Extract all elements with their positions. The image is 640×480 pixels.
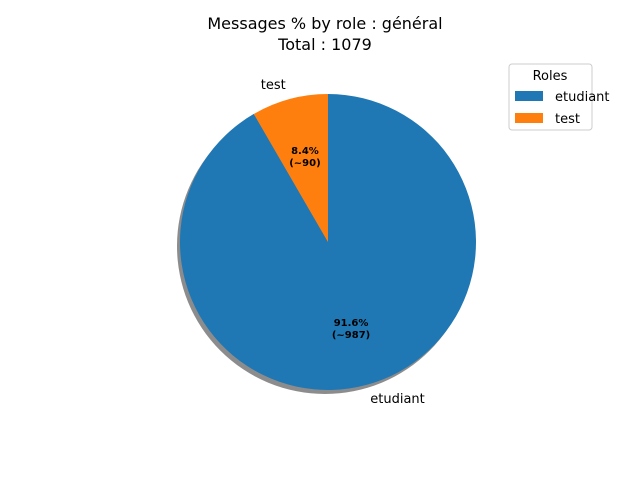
pie-slice-test: [253, 94, 328, 242]
slice-label-etudiant: etudiant: [370, 392, 425, 407]
pie-labels: etudiant 91.6%(~987) test 8.4%(~90): [261, 78, 425, 407]
legend-label-test: test: [555, 112, 580, 127]
slice-count-test: (~90): [289, 158, 320, 169]
legend: Roles etudiant test: [508, 63, 610, 131]
slice-percent-test: 8.4%: [291, 146, 319, 157]
legend-swatch-test: [515, 113, 543, 123]
legend-entries: etudiant test: [515, 90, 610, 127]
legend-label-etudiant: etudiant: [555, 90, 610, 105]
chart-title: Messages % by role : général: [207, 14, 442, 33]
chart-subtitle: Total : 1079: [277, 35, 372, 54]
slice-label-test: test: [261, 78, 286, 93]
pie-slices: [179, 94, 476, 390]
slice-percent-etudiant: 91.6%: [334, 318, 369, 329]
legend-title: Roles: [533, 69, 568, 84]
slice-count-etudiant: (~987): [332, 330, 370, 341]
legend-swatch-etudiant: [515, 91, 543, 101]
